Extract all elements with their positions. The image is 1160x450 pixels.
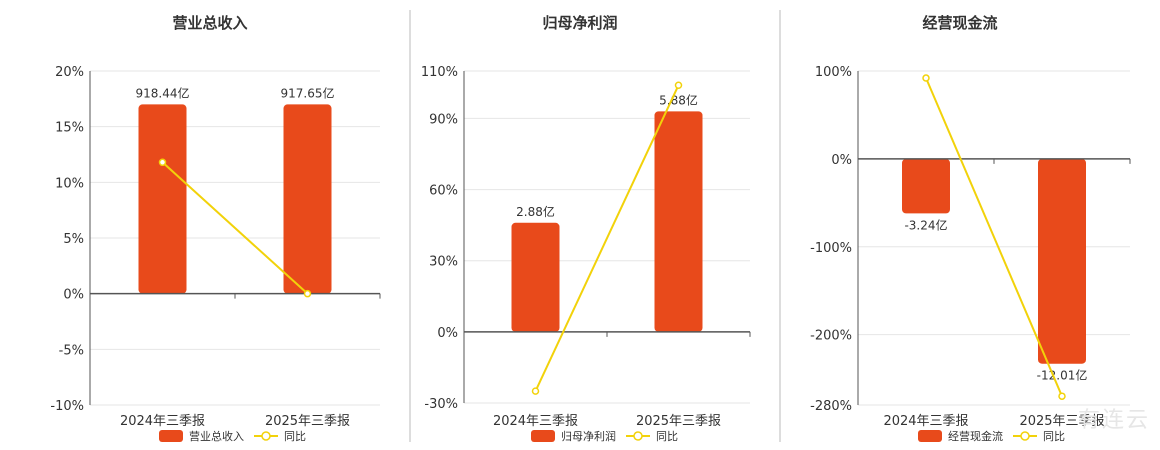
- legend-bar-label: 归母净利润: [561, 429, 616, 443]
- y-tick-label: 110%: [421, 65, 458, 80]
- x-category-label: 2024年三季报: [493, 414, 578, 429]
- bar-data-label: 2.88亿: [516, 204, 555, 219]
- x-category-label: 2025年三季报: [1019, 414, 1104, 429]
- y-tick-label: 30%: [429, 255, 458, 270]
- yoy-line: [534, 84, 680, 392]
- y-tick-label: -100%: [810, 241, 852, 256]
- yoy-point: [158, 158, 167, 167]
- bar-data-label: 918.44亿: [136, 85, 190, 100]
- legend-line-label: 同比: [284, 430, 306, 443]
- bar-data-label: -12.01亿: [1037, 368, 1088, 383]
- yoy-point: [1058, 392, 1066, 400]
- y-tick-label: 5%: [63, 232, 84, 247]
- y-tick-label: -280%: [810, 399, 852, 414]
- yoy-point: [922, 74, 930, 82]
- bar-data-label: -3.24亿: [904, 217, 947, 232]
- legend-bar-swatch: [159, 430, 183, 442]
- yoy-line: [161, 161, 309, 295]
- legend-bar-swatch: [531, 430, 555, 442]
- legend-line-label: 同比: [1043, 430, 1065, 443]
- y-tick-label: 15%: [55, 121, 84, 136]
- bar: [654, 111, 703, 332]
- bar: [138, 104, 187, 294]
- y-tick-label: -200%: [810, 329, 852, 344]
- y-tick-label: 0%: [437, 326, 458, 341]
- y-tick-label: 60%: [429, 184, 458, 199]
- legend-line-marker: [261, 431, 271, 441]
- chart-title: 归母净利润: [542, 14, 617, 32]
- chart-title: 营业总收入: [172, 14, 247, 32]
- y-tick-label: 0%: [831, 153, 852, 168]
- x-category-label: 2024年三季报: [883, 414, 968, 429]
- y-tick-label: -10%: [50, 399, 84, 414]
- legend-line-label: 同比: [656, 430, 678, 443]
- y-tick-label: 90%: [429, 112, 458, 127]
- y-tick-label: 100%: [815, 65, 852, 80]
- bar: [1038, 158, 1086, 364]
- y-tick-label: 20%: [55, 65, 84, 80]
- yoy-line: [925, 77, 1063, 397]
- chart-panel-3: 经营现金流 100% 0% -100% -200% -280% -3.24亿 -12.01亿 2…: [810, 14, 1131, 443]
- chart-title: 经营现金流: [922, 14, 997, 32]
- yoy-point: [531, 387, 540, 395]
- chart-panel-1: 营业总收入 20% 15% 10% 5% 0% -5% -10% 918.44亿 917.65亿 2…: [50, 14, 381, 443]
- yoy-point: [674, 81, 683, 89]
- y-tick-label: 10%: [55, 176, 84, 191]
- legend-bar-label: 经营现金流: [948, 429, 1003, 443]
- y-tick-label: 0%: [63, 288, 84, 303]
- watermark-text: 有连云: [1077, 408, 1150, 433]
- bar: [511, 222, 560, 332]
- y-tick-label: -5%: [59, 343, 84, 358]
- bar: [283, 104, 332, 294]
- bar-data-label: 5.88亿: [659, 92, 698, 107]
- bar-data-label: 917.65亿: [281, 85, 335, 100]
- chart-panel-2: 归母净利润 110% 90% 60% 30% 0% -30% 2.88亿 5.88亿 2024年三…: [421, 14, 751, 443]
- bar: [902, 158, 950, 214]
- legend-bar-swatch: [918, 430, 942, 442]
- legend-bar-label: 营业总收入: [189, 429, 244, 443]
- x-category-label: 2025年三季报: [636, 414, 721, 429]
- x-category-label: 2025年三季报: [265, 414, 350, 429]
- yoy-point: [303, 289, 312, 298]
- legend-line-marker: [1020, 431, 1030, 441]
- x-category-label: 2024年三季报: [120, 414, 205, 429]
- legend-line-marker: [633, 431, 643, 441]
- y-tick-label: -30%: [424, 397, 458, 412]
